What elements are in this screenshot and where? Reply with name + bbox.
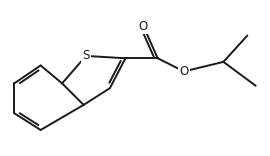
Text: S: S bbox=[82, 49, 90, 62]
Text: O: O bbox=[179, 65, 189, 78]
Text: O: O bbox=[139, 20, 148, 32]
